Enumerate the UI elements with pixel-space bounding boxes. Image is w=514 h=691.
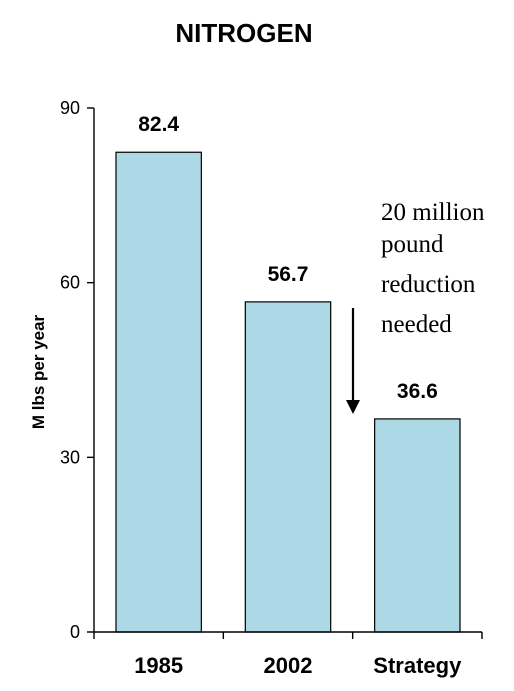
y-tick-label: 60 (60, 273, 80, 293)
data-label: 36.6 (397, 380, 438, 403)
reduction-annotation: 20 million pound reduction needed (346, 199, 485, 414)
down-arrow-icon (346, 400, 360, 414)
annotation-line-1: 20 million (381, 199, 485, 226)
bar-2002 (244, 301, 332, 633)
annotation-line-3: reduction (381, 271, 476, 298)
bar-strategy (374, 418, 461, 633)
x-tick-label: Strategy (373, 653, 462, 678)
y-axis-label: M lbs per year (29, 314, 48, 429)
y-tick-label: 0 (70, 622, 80, 642)
chart-title: NITROGEN (175, 18, 312, 48)
data-label: 56.7 (268, 263, 309, 286)
x-tick-label: 2002 (264, 653, 313, 678)
x-tick-label: 1985 (134, 653, 183, 678)
y-tick-label: 30 (60, 447, 80, 467)
bar-1985 (115, 151, 202, 633)
bars-group: 82.4 1985 56.7 2002 36.6 Strategy (115, 113, 462, 678)
ticks-group: 0 30 60 90 (60, 98, 483, 642)
annotation-line-4: needed (381, 311, 452, 338)
y-tick-label: 90 (60, 98, 80, 118)
data-label: 82.4 (138, 113, 179, 136)
annotation-line-2: pound (381, 231, 444, 258)
